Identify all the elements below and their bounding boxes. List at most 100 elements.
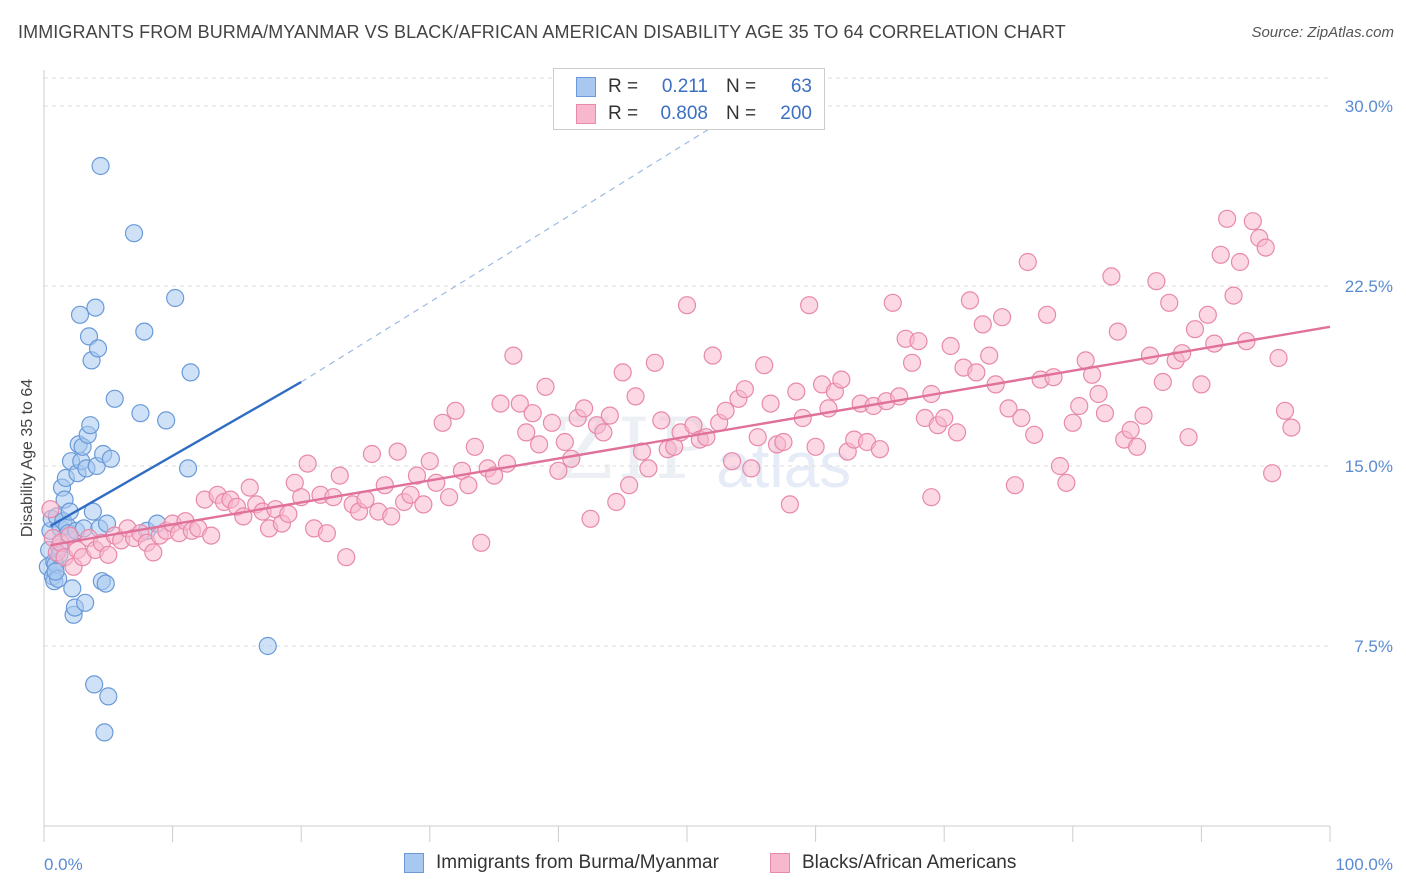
black-point bbox=[504, 346, 523, 365]
black-point bbox=[60, 526, 79, 545]
black-point bbox=[703, 346, 722, 365]
black-point bbox=[575, 399, 594, 418]
black-point bbox=[1044, 368, 1063, 387]
black-point bbox=[202, 526, 221, 545]
black-point bbox=[497, 454, 517, 473]
black-point bbox=[144, 543, 163, 562]
burma-point bbox=[91, 156, 110, 176]
black-point bbox=[1218, 209, 1237, 228]
black-point bbox=[317, 524, 337, 543]
black-point bbox=[787, 382, 806, 401]
black-point bbox=[947, 423, 967, 442]
black-point bbox=[337, 548, 356, 567]
burma-point bbox=[258, 636, 277, 656]
black-point bbox=[1121, 420, 1140, 440]
black-point bbox=[401, 485, 420, 504]
black-point bbox=[780, 495, 799, 514]
black-point bbox=[1153, 372, 1172, 392]
legend-label-black: Blacks/African Americans bbox=[802, 852, 1017, 873]
black-point bbox=[973, 315, 992, 334]
stats-legend: R = 0.211 N = 63 R = 0.808 N = 200 bbox=[553, 68, 825, 130]
burma-trend-line bbox=[49, 380, 302, 528]
black-point bbox=[581, 509, 600, 528]
black-point bbox=[639, 459, 658, 478]
burma-point bbox=[135, 322, 154, 341]
black-point bbox=[1198, 305, 1217, 324]
legend-label-burma: Immigrants from Burma/Myanmar bbox=[436, 852, 719, 873]
black-point bbox=[1205, 334, 1224, 353]
black-point bbox=[536, 377, 555, 396]
burma-point bbox=[99, 687, 118, 706]
black-point bbox=[774, 432, 793, 452]
black-point bbox=[240, 478, 259, 497]
series-legend: Immigrants from Burma/Myanmar Blacks/Afr… bbox=[0, 852, 1406, 878]
black-point bbox=[870, 440, 890, 459]
black-point bbox=[607, 492, 626, 512]
x-tick-label: 0.0% bbox=[44, 855, 83, 874]
burma-point bbox=[96, 574, 115, 593]
black-point bbox=[806, 437, 825, 456]
black-point bbox=[716, 401, 735, 420]
legend-swatch-burma bbox=[576, 77, 596, 97]
black-point bbox=[902, 353, 922, 372]
black-point bbox=[446, 401, 465, 420]
black-point bbox=[562, 449, 581, 468]
black-point bbox=[722, 452, 742, 471]
black-point bbox=[1070, 396, 1089, 416]
black-point bbox=[1282, 418, 1301, 437]
black-point bbox=[542, 413, 562, 432]
n-label: N = bbox=[726, 103, 757, 124]
burma-point bbox=[63, 579, 82, 598]
burma-trend-extension bbox=[300, 86, 778, 383]
burma-point bbox=[157, 411, 176, 430]
black-point bbox=[472, 533, 491, 552]
black-point bbox=[967, 363, 986, 382]
black-point bbox=[1012, 408, 1031, 428]
burma-point bbox=[105, 389, 124, 408]
black-point bbox=[1179, 428, 1198, 447]
black-point bbox=[1230, 252, 1250, 272]
black-point bbox=[459, 476, 478, 495]
burma-point bbox=[178, 459, 198, 478]
black-point bbox=[1263, 464, 1282, 483]
burma-point bbox=[181, 363, 200, 382]
burma-point bbox=[46, 562, 65, 581]
black-point bbox=[465, 437, 484, 456]
black-point bbox=[1160, 293, 1179, 312]
black-point bbox=[1211, 245, 1230, 264]
black-point bbox=[677, 296, 697, 315]
black-point bbox=[1037, 305, 1057, 324]
black-point bbox=[922, 488, 941, 507]
burma-point bbox=[124, 224, 144, 243]
black-point bbox=[1089, 384, 1108, 404]
black-point bbox=[999, 399, 1018, 418]
y-tick-label: 15.0% bbox=[1345, 457, 1393, 476]
black-point bbox=[1025, 425, 1044, 444]
burma-point bbox=[101, 449, 120, 468]
legend-swatch-black bbox=[576, 104, 596, 124]
burma-point bbox=[70, 305, 90, 324]
black-point bbox=[510, 394, 529, 413]
black-point bbox=[1134, 406, 1153, 425]
r-label: R = bbox=[608, 76, 639, 97]
black-point bbox=[909, 332, 928, 351]
x-tick-label: 100.0% bbox=[1335, 855, 1393, 874]
n-label: N = bbox=[726, 76, 757, 97]
black-point bbox=[1147, 272, 1166, 291]
r-value: 0.808 bbox=[660, 103, 708, 124]
black-point bbox=[992, 308, 1012, 327]
black-point bbox=[407, 466, 427, 485]
black-point bbox=[1224, 286, 1243, 305]
burma-point bbox=[166, 288, 185, 308]
black-point bbox=[613, 363, 632, 382]
black-point bbox=[530, 435, 549, 454]
black-point bbox=[517, 423, 536, 442]
black-point bbox=[735, 380, 754, 399]
black-point bbox=[883, 293, 902, 312]
black-point bbox=[620, 476, 639, 495]
legend-swatch-black bbox=[770, 853, 790, 873]
legend-swatch-burma bbox=[404, 853, 424, 873]
burma-point bbox=[86, 298, 105, 317]
source-label: Source: ZipAtlas.com bbox=[1251, 24, 1394, 41]
